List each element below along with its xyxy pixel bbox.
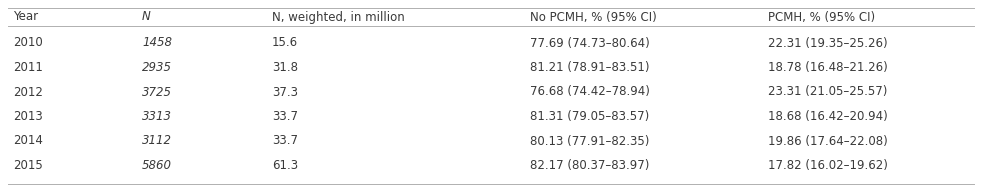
Text: 33.7: 33.7	[272, 110, 298, 123]
Text: Year: Year	[13, 10, 38, 24]
Text: 81.31 (79.05–83.57): 81.31 (79.05–83.57)	[530, 110, 649, 123]
Text: 2014: 2014	[13, 135, 43, 147]
Text: 2011: 2011	[13, 61, 43, 74]
Text: 19.86 (17.64–22.08): 19.86 (17.64–22.08)	[768, 135, 888, 147]
Text: 2935: 2935	[142, 61, 172, 74]
Text: 18.78 (16.48–21.26): 18.78 (16.48–21.26)	[768, 61, 888, 74]
Text: 37.3: 37.3	[272, 86, 298, 98]
Text: 2012: 2012	[13, 86, 43, 98]
Text: N: N	[142, 10, 151, 24]
Text: 3112: 3112	[142, 135, 172, 147]
Text: 5860: 5860	[142, 159, 172, 172]
Text: 81.21 (78.91–83.51): 81.21 (78.91–83.51)	[530, 61, 649, 74]
Text: 2015: 2015	[13, 159, 43, 172]
Text: 2010: 2010	[13, 36, 43, 50]
Text: 23.31 (21.05–25.57): 23.31 (21.05–25.57)	[768, 86, 888, 98]
Text: 1458: 1458	[142, 36, 172, 50]
Text: 3725: 3725	[142, 86, 172, 98]
Text: 80.13 (77.91–82.35): 80.13 (77.91–82.35)	[530, 135, 649, 147]
Text: No PCMH, % (95% CI): No PCMH, % (95% CI)	[530, 10, 657, 24]
Text: 3313: 3313	[142, 110, 172, 123]
Text: N, weighted, in million: N, weighted, in million	[272, 10, 405, 24]
Text: 77.69 (74.73–80.64): 77.69 (74.73–80.64)	[530, 36, 650, 50]
Text: 82.17 (80.37–83.97): 82.17 (80.37–83.97)	[530, 159, 649, 172]
Text: 31.8: 31.8	[272, 61, 298, 74]
Text: 18.68 (16.42–20.94): 18.68 (16.42–20.94)	[768, 110, 888, 123]
Text: PCMH, % (95% CI): PCMH, % (95% CI)	[768, 10, 875, 24]
Text: 33.7: 33.7	[272, 135, 298, 147]
Text: 76.68 (74.42–78.94): 76.68 (74.42–78.94)	[530, 86, 650, 98]
Text: 15.6: 15.6	[272, 36, 299, 50]
Text: 22.31 (19.35–25.26): 22.31 (19.35–25.26)	[768, 36, 888, 50]
Text: 61.3: 61.3	[272, 159, 299, 172]
Text: 17.82 (16.02–19.62): 17.82 (16.02–19.62)	[768, 159, 888, 172]
Text: 2013: 2013	[13, 110, 43, 123]
